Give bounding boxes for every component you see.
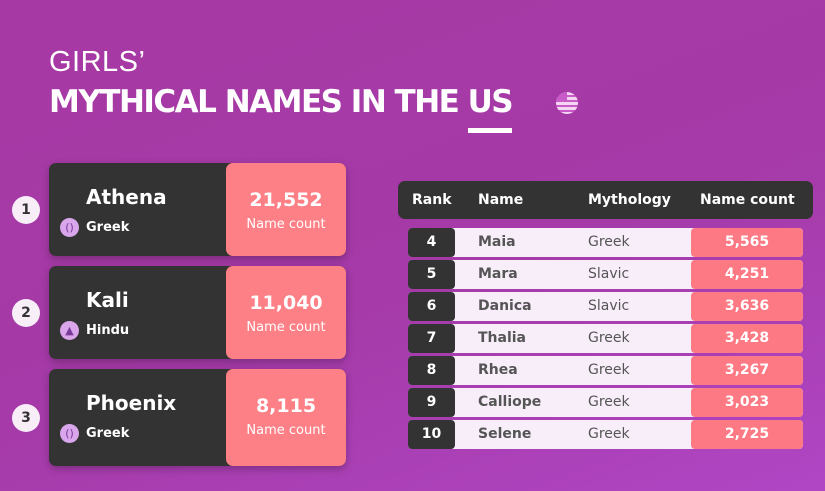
subtitle: GIRLS’: [49, 46, 146, 78]
row-name: Maia: [478, 234, 516, 250]
card-count-label: Name count: [246, 423, 326, 438]
row-name: Mara: [478, 266, 518, 282]
row-mythology: Greek: [588, 394, 630, 410]
table-row: 9 Calliope Greek 3,023: [408, 388, 803, 417]
header-name: Name: [478, 192, 524, 208]
table-row: 7 Thalia Greek 3,428: [408, 324, 803, 353]
row-count: 3,636: [691, 292, 803, 321]
row-mythology: Greek: [588, 426, 630, 442]
header-mythology: Mythology: [588, 192, 671, 208]
row-count: 3,428: [691, 324, 803, 353]
row-count: 2,725: [691, 420, 803, 449]
row-count: 5,565: [691, 228, 803, 257]
table-row: 6 Danica Slavic 3,636: [408, 292, 803, 321]
table-row: 5 Mara Slavic 4,251: [408, 260, 803, 289]
rank-badge: 3: [12, 403, 40, 432]
card-mythology: Hindu: [86, 323, 130, 338]
row-name: Rhea: [478, 362, 518, 378]
row-mythology: Greek: [588, 330, 630, 346]
card-name: Kali: [86, 288, 129, 312]
table-header: Rank Name Mythology Name count: [398, 181, 813, 219]
table-row: 4 Maia Greek 5,565: [408, 228, 803, 257]
table-row: 10 Selene Greek 2,725: [408, 420, 803, 449]
rank-badge: 1: [12, 195, 40, 224]
row-mythology: Greek: [588, 362, 630, 378]
table-row: 8 Rhea Greek 3,267: [408, 356, 803, 385]
header-rank: Rank: [412, 192, 452, 208]
row-mythology: Greek: [588, 234, 630, 250]
row-mythology: Slavic: [588, 298, 630, 314]
row-rank: 8: [408, 356, 455, 385]
row-count: 3,267: [691, 356, 803, 385]
card-count: 21,552: [249, 189, 323, 211]
card-name: Athena: [86, 185, 167, 209]
row-rank: 5: [408, 260, 455, 289]
card-count: 11,040: [249, 292, 323, 314]
header-count: Name count: [700, 192, 795, 208]
card-mythology: Greek: [86, 220, 130, 235]
row-name: Calliope: [478, 394, 542, 410]
title-main: MYTHICAL NAMES IN THE: [49, 84, 468, 120]
card-count-panel: 21,552 Name count: [226, 163, 346, 256]
card-count-label: Name count: [246, 320, 326, 335]
rank-badge: 2: [12, 298, 40, 327]
top-name-card: Kali ▲ Hindu 11,040 Name count: [49, 266, 346, 359]
row-count: 3,023: [691, 388, 803, 417]
card-count-panel: 11,040 Name count: [226, 266, 346, 359]
row-rank: 7: [408, 324, 455, 353]
row-name: Danica: [478, 298, 532, 314]
us-flag-icon: [556, 92, 578, 114]
greek-icon: (): [60, 424, 79, 443]
card-count-panel: 8,115 Name count: [226, 369, 346, 466]
top-name-card: Athena () Greek 21,552 Name count: [49, 163, 346, 256]
row-name: Thalia: [478, 330, 527, 346]
greek-icon: (): [60, 218, 79, 237]
hindu-lamp-icon: ▲: [60, 321, 79, 340]
row-rank: 4: [408, 228, 455, 257]
row-name: Selene: [478, 426, 532, 442]
card-name: Phoenix: [86, 391, 177, 415]
card-count-label: Name count: [246, 217, 326, 232]
top-name-card: Phoenix () Greek 8,115 Name count: [49, 369, 346, 466]
card-count: 8,115: [255, 395, 317, 417]
page-title: MYTHICAL NAMES IN THE US: [49, 84, 514, 120]
title-us: US: [467, 84, 514, 120]
card-mythology: Greek: [86, 426, 130, 441]
row-rank: 6: [408, 292, 455, 321]
row-rank: 9: [408, 388, 455, 417]
row-mythology: Slavic: [588, 266, 630, 282]
row-count: 4,251: [691, 260, 803, 289]
row-rank: 10: [408, 420, 455, 449]
